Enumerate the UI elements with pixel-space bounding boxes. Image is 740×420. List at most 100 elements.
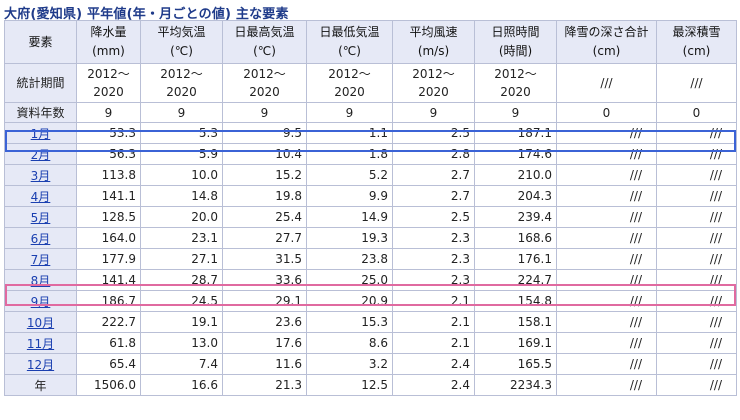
month-link[interactable]: 6月 xyxy=(30,231,51,246)
value-cell-max-snow-depth: /// xyxy=(656,143,737,165)
value-cell-min-temp: 14.9 xyxy=(306,206,393,228)
month-link[interactable]: 4月 xyxy=(30,189,51,204)
value-cell-snowfall-total: /// xyxy=(556,122,657,144)
header-row: 要素 降水量 (mm) 平均気温 (℃) 日最高気温 (℃) 日最低気温 (℃) 平均風… xyxy=(4,20,737,64)
value-cell-mean-temp: 5.3 xyxy=(140,122,223,144)
value-cell-sunshine: 204.3 xyxy=(474,185,557,207)
value-cell-max-snow-depth: /// xyxy=(656,248,737,270)
value-cell-min-temp: 5.2 xyxy=(306,164,393,186)
month-link[interactable]: 5月 xyxy=(30,210,51,225)
month-link[interactable]: 7月 xyxy=(30,252,51,267)
value-cell-sunshine: 239.4 xyxy=(474,206,557,228)
month-label-cell: 12月 xyxy=(4,353,77,375)
value-cell-wind-speed: 2.7 xyxy=(392,164,475,186)
value-cell-wind-speed: 2.3 xyxy=(392,248,475,270)
value-cell-min-temp: 23.8 xyxy=(306,248,393,270)
month-row: 3月 113.8 10.0 15.2 5.2 2.7 210.0////// xyxy=(4,164,737,186)
value-cell-sunshine: 165.5 xyxy=(474,353,557,375)
value-cell-max-snow-depth: /// xyxy=(656,290,737,312)
value-cell-min-temp: 9.9 xyxy=(306,185,393,207)
month-link[interactable]: 1月 xyxy=(30,126,51,141)
value-cell-mean-temp: 19.1 xyxy=(140,311,223,333)
month-link[interactable]: 3月 xyxy=(30,168,51,183)
value-cell-snowfall-total: /// xyxy=(556,143,657,165)
value-cell-max-snow-depth: /// xyxy=(656,227,737,249)
value-cell-max-temp: 23.6 xyxy=(222,311,307,333)
value-cell-sunshine: 169.1 xyxy=(474,332,557,354)
years-label: 資料年数 xyxy=(4,102,77,123)
value-cell-precipitation: 186.7 xyxy=(76,290,141,312)
month-row: 8月 141.4 28.7 33.6 25.0 2.3 224.7////// xyxy=(4,269,737,291)
month-link[interactable]: 2月 xyxy=(30,147,51,162)
value-cell-min-temp: 20.9 xyxy=(306,290,393,312)
month-link[interactable]: 12月 xyxy=(26,357,55,372)
years-row: 資料年数 9 9 9 9 9 9 0 0 xyxy=(4,102,737,123)
value-cell-mean-temp: 13.0 xyxy=(140,332,223,354)
page-title: 大府(愛知県) 平年値(年・月ごとの値) 主な要素 xyxy=(4,7,289,22)
annual-value-sunshine: 2234.3 xyxy=(474,374,557,396)
period-cell: /// xyxy=(556,63,657,103)
value-cell-wind-speed: 2.5 xyxy=(392,206,475,228)
month-link[interactable]: 11月 xyxy=(26,336,55,351)
month-label-cell: 3月 xyxy=(4,164,77,186)
value-cell-precipitation: 141.4 xyxy=(76,269,141,291)
month-link[interactable]: 9月 xyxy=(30,294,51,309)
value-cell-wind-speed: 2.3 xyxy=(392,269,475,291)
element-header: 要素 xyxy=(4,20,77,64)
annual-value-min-temp: 12.5 xyxy=(306,374,393,396)
annual-label: 年 xyxy=(4,374,77,396)
value-cell-max-snow-depth: /// xyxy=(656,353,737,375)
value-cell-mean-temp: 7.4 xyxy=(140,353,223,375)
month-link[interactable]: 8月 xyxy=(30,273,51,288)
value-cell-max-snow-depth: /// xyxy=(656,185,737,207)
col-header-snowfall-total: 降雪の深さ合計 (cm) xyxy=(556,20,657,64)
month-row: 4月 141.1 14.8 19.8 9.9 2.7 204.3////// xyxy=(4,185,737,207)
value-cell-sunshine: 176.1 xyxy=(474,248,557,270)
value-cell-mean-temp: 10.0 xyxy=(140,164,223,186)
annual-value-precipitation: 1506.0 xyxy=(76,374,141,396)
value-cell-precipitation: 128.5 xyxy=(76,206,141,228)
value-cell-max-temp: 11.6 xyxy=(222,353,307,375)
value-cell-max-temp: 9.5 xyxy=(222,122,307,144)
month-link[interactable]: 10月 xyxy=(26,315,55,330)
value-cell-wind-speed: 2.3 xyxy=(392,227,475,249)
value-cell-snowfall-total: /// xyxy=(556,332,657,354)
value-cell-precipitation: 65.4 xyxy=(76,353,141,375)
value-cell-sunshine: 224.7 xyxy=(474,269,557,291)
annual-value-wind-speed: 2.4 xyxy=(392,374,475,396)
month-label-cell: 2月 xyxy=(4,143,77,165)
period-row: 統計期間 2012～ 2020 2012～ 2020 2012～ 2020 2012～… xyxy=(4,63,737,103)
value-cell-sunshine: 174.6 xyxy=(474,143,557,165)
annual-value-max-temp: 21.3 xyxy=(222,374,307,396)
col-header-wind-speed: 平均風速 (m/s) xyxy=(392,20,475,64)
value-cell-max-snow-depth: /// xyxy=(656,164,737,186)
value-cell-max-temp: 29.1 xyxy=(222,290,307,312)
month-label-cell: 4月 xyxy=(4,185,77,207)
years-cell: 0 xyxy=(656,102,737,123)
value-cell-max-temp: 19.8 xyxy=(222,185,307,207)
month-label-cell: 8月 xyxy=(4,269,77,291)
value-cell-max-snow-depth: /// xyxy=(656,206,737,228)
value-cell-snowfall-total: /// xyxy=(556,185,657,207)
years-cell: 9 xyxy=(474,102,557,123)
value-cell-precipitation: 113.8 xyxy=(76,164,141,186)
col-header-precipitation: 降水量 (mm) xyxy=(76,20,141,64)
value-cell-precipitation: 141.1 xyxy=(76,185,141,207)
value-cell-precipitation: 53.3 xyxy=(76,122,141,144)
years-cell: 9 xyxy=(306,102,393,123)
value-cell-max-temp: 17.6 xyxy=(222,332,307,354)
value-cell-wind-speed: 2.4 xyxy=(392,353,475,375)
value-cell-sunshine: 210.0 xyxy=(474,164,557,186)
value-cell-mean-temp: 14.8 xyxy=(140,185,223,207)
value-cell-max-snow-depth: /// xyxy=(656,332,737,354)
value-cell-snowfall-total: /// xyxy=(556,227,657,249)
value-cell-snowfall-total: /// xyxy=(556,353,657,375)
value-cell-snowfall-total: /// xyxy=(556,206,657,228)
period-cell: 2012～ 2020 xyxy=(222,63,307,103)
value-cell-min-temp: 19.3 xyxy=(306,227,393,249)
month-label-cell: 11月 xyxy=(4,332,77,354)
value-cell-min-temp: 3.2 xyxy=(306,353,393,375)
month-label-cell: 5月 xyxy=(4,206,77,228)
period-cell: 2012～ 2020 xyxy=(76,63,141,103)
years-cell: 9 xyxy=(222,102,307,123)
